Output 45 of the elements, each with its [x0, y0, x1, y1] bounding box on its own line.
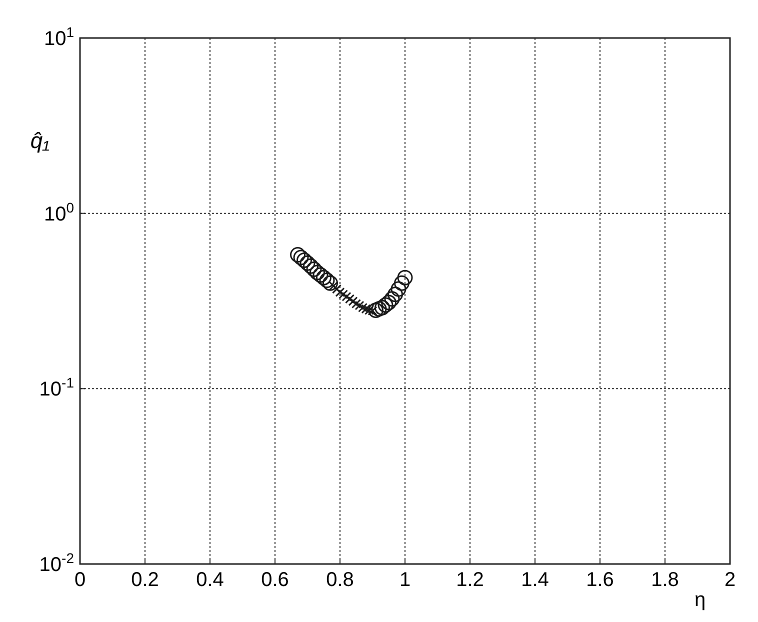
point: [322, 275, 338, 291]
point: [384, 291, 400, 307]
point: [390, 281, 406, 297]
y-tick-label: 10$^{1}$: [44, 24, 74, 50]
point: [290, 247, 306, 263]
x-tick-label: 1.4: [521, 569, 549, 591]
x-tick-label: 0.6: [261, 569, 289, 591]
point: [342, 292, 352, 302]
point: [319, 272, 335, 288]
x-tick-label: 0.8: [326, 569, 354, 591]
point: [378, 297, 394, 313]
point: [306, 261, 322, 277]
point: [381, 294, 396, 310]
y-tick-label: 10$^{-2}$: [39, 550, 74, 576]
point: [352, 299, 361, 309]
x-tick-label: 1: [399, 569, 411, 591]
y-tick-label: 10$^{-1}$: [39, 374, 74, 401]
x-tick-label: 1.2: [456, 569, 484, 591]
x-tick-label: 1.6: [586, 569, 614, 591]
point: [338, 290, 348, 300]
x-tick-label: 2: [724, 569, 736, 591]
point: [348, 296, 358, 306]
point: [296, 252, 312, 268]
point: [394, 275, 410, 291]
point: [345, 294, 354, 304]
x-tick-label: 1.8: [651, 569, 679, 591]
point: [293, 250, 309, 266]
point: [300, 255, 316, 271]
point: [354, 300, 364, 310]
y-tick-label: 10$^{0}$: [44, 199, 74, 226]
point: [310, 264, 325, 280]
x-tick-label: 0: [74, 569, 86, 591]
point: [374, 300, 390, 316]
point: [303, 258, 318, 274]
point: [397, 270, 413, 286]
point: [371, 301, 387, 317]
point: [388, 286, 403, 302]
x-tick-label: 0.2: [131, 569, 159, 591]
x-tick-label: 0.4: [196, 569, 224, 591]
point: [335, 287, 345, 297]
x-axis-title: η: [694, 589, 706, 611]
point: [312, 267, 328, 283]
point: [316, 270, 332, 286]
y-axis-title: q̂₁: [30, 128, 50, 153]
point: [332, 284, 342, 294]
